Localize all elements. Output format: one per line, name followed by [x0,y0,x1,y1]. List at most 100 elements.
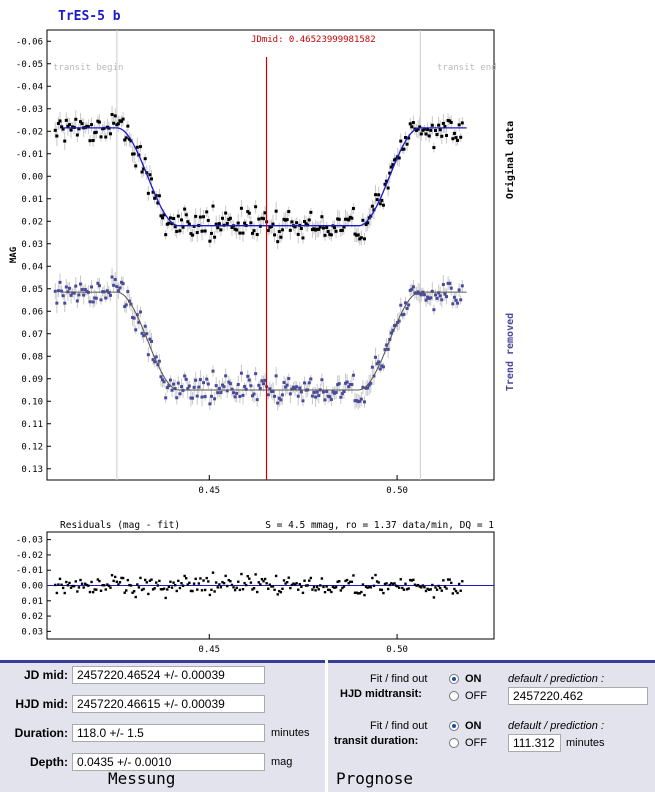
residual-y-tick-label: 0.01 [21,597,43,607]
residual-point [139,576,142,580]
residual-point [358,592,361,595]
trend-point [274,374,278,378]
data-point [317,227,321,231]
residual-point [323,590,327,594]
residual-point [347,582,350,585]
trend-point [61,294,65,298]
residual-point [312,585,316,589]
residual-point [115,580,118,583]
trend-point [307,381,311,385]
data-point [460,121,464,125]
trend-point [336,383,340,387]
trend-point [108,293,112,297]
chart-title: TrES-5 b [58,9,121,24]
data-point [348,215,352,219]
duration-default-label: default / prediction : [508,720,605,732]
trend-point [413,291,417,295]
data-point [195,231,199,235]
data-point [161,216,165,220]
trend-point [353,399,357,403]
hjd-on-label[interactable]: ON [465,673,482,685]
trend-point [249,384,253,388]
residual-point [287,576,290,579]
residual-point [126,578,130,582]
residual-point [270,585,273,588]
data-point [266,229,270,233]
data-point [323,233,327,237]
trend-point [191,396,195,400]
data-point [194,214,198,218]
data-point [206,218,210,222]
duration-field[interactable]: 118.0 +/- 1.5 [72,724,265,742]
jd-mid-field[interactable]: 2457220.46524 +/- 0.00039 [72,666,265,684]
trend-point [123,305,127,309]
trend-point [361,385,365,389]
data-point [429,128,433,132]
trend-point [273,394,277,398]
y-tick-label: 0.13 [21,465,43,475]
trend-point [184,377,188,381]
residual-point [118,581,122,584]
hjd-mid-field[interactable]: 2457220.46615 +/- 0.00039 [72,695,265,713]
residual-point [297,588,300,591]
trend-point [195,394,199,398]
residual-y-tick-label: 0.03 [21,627,43,637]
hjd-off-radio[interactable] [449,691,459,701]
residual-point [259,583,262,586]
duration-off-label[interactable]: OFF [465,737,487,749]
data-point [411,121,415,125]
trend-point [219,391,223,395]
trend-point [269,389,273,393]
data-point [56,121,60,125]
trend-point [132,316,136,320]
data-point [418,125,422,129]
trend-point [56,289,60,293]
residual-point [148,579,152,582]
data-point [446,118,450,122]
trend-point [407,303,411,307]
data-point [220,216,224,220]
duration-on-radio[interactable] [449,721,459,731]
data-point [131,152,135,156]
data-point [345,217,349,221]
residual-point [254,573,257,576]
residual-point [459,589,462,592]
trend-point [317,394,321,398]
trend-point [63,301,67,305]
residual-point [256,590,259,594]
residual-point [437,584,440,588]
data-point [153,196,157,200]
trend-point [121,282,125,286]
hjd-off-label[interactable]: OFF [465,690,487,702]
data-point [263,211,267,215]
data-point [336,217,340,221]
data-point [176,214,180,218]
data-point [186,220,190,224]
trend-point [347,385,351,389]
duration-on-label[interactable]: ON [465,720,482,732]
trend-point [112,283,116,287]
residual-point [450,581,453,585]
data-point [328,232,332,236]
residual-point [268,583,272,586]
trend-point [93,296,97,300]
residual-point [218,583,221,586]
duration-prediction-field[interactable]: 111.312 [508,734,561,752]
residual-point [72,584,76,588]
residual-point [76,590,79,593]
trend-point [146,353,150,357]
duration-label: Duration: [14,726,68,740]
depth-field[interactable]: 0.0435 +/- 0.0010 [72,753,265,771]
trend-point [399,303,403,307]
trend-point [378,367,382,371]
data-point [326,230,330,234]
hjd-prediction-field[interactable]: 2457220.462 [508,687,648,705]
residual-point [279,590,283,594]
hjd-on-radio[interactable] [449,674,459,684]
data-point [121,117,125,121]
data-point [416,127,420,131]
duration-off-radio[interactable] [449,738,459,748]
residual-point [445,587,448,590]
data-point [337,217,341,221]
residual-point [102,584,106,587]
